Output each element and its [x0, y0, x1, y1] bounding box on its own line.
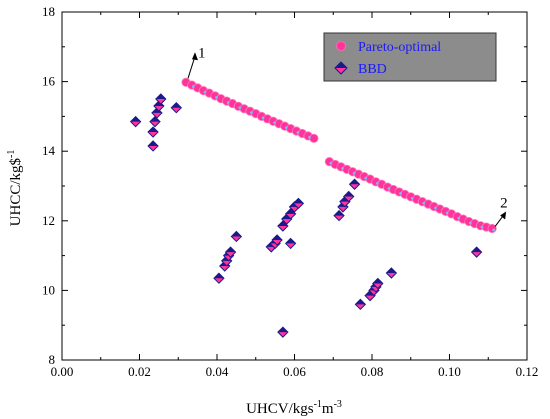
pareto-point-highlight — [480, 225, 484, 229]
bbd-point — [470, 246, 483, 258]
pareto-point-highlight — [375, 181, 379, 185]
pareto-point — [487, 223, 497, 234]
bbd-point — [277, 326, 289, 338]
pareto-point-highlight — [308, 135, 311, 139]
pareto-point-highlight — [261, 116, 265, 120]
y-tick-label: 14 — [42, 143, 56, 158]
x-tick-label: 0.10 — [438, 364, 461, 379]
legend-box — [323, 32, 497, 82]
pareto-point-highlight — [341, 166, 344, 170]
pareto-point — [309, 133, 319, 143]
pareto-point-highlight — [457, 216, 461, 220]
pareto-point-highlight — [399, 192, 403, 195]
bbd-point — [170, 101, 183, 114]
y-tick-label: 18 — [42, 4, 55, 19]
legend-marker-pareto — [336, 41, 346, 51]
pareto-point-highlight — [296, 131, 300, 134]
bbd-point — [277, 220, 289, 232]
pareto-point-highlight — [203, 90, 207, 94]
x-axis-title: UHCV/kgs-1m-3 — [246, 399, 342, 417]
bbd-point — [292, 197, 305, 210]
bbd-point — [153, 100, 165, 112]
bbd-point — [147, 126, 159, 138]
x-tick-label: 0.12 — [516, 364, 539, 379]
pareto-point-highlight — [434, 206, 437, 210]
pareto-point-highlight — [238, 106, 242, 110]
pareto-point-highlight — [422, 201, 426, 205]
x-tick-label: 0.00 — [51, 364, 74, 379]
annotation-arrow-1 — [187, 52, 198, 79]
bbd-point — [343, 190, 355, 203]
pareto-point-highlight — [410, 196, 414, 200]
legend-label-bbd: BBD — [358, 62, 387, 77]
bbd-point — [354, 298, 367, 311]
annotation-label-1: 1 — [198, 45, 206, 61]
x-tick-label: 0.04 — [206, 364, 229, 379]
pareto-point-highlight — [468, 221, 472, 225]
pareto-point-highlight — [284, 126, 288, 130]
pareto-point-highlight — [364, 176, 368, 180]
y-tick-label: 12 — [42, 213, 55, 228]
pareto-point-highlight — [273, 121, 277, 125]
pareto-point-highlight — [226, 101, 230, 104]
bbd-point — [348, 178, 361, 190]
bbd-point — [149, 115, 161, 128]
bbd-point — [230, 230, 243, 243]
annotation-label-2: 2 — [500, 195, 508, 211]
pareto-point-highlight — [250, 111, 253, 115]
bbd-point — [271, 234, 283, 246]
pareto-point-highlight — [215, 95, 218, 99]
x-tick-label: 0.06 — [283, 364, 306, 379]
bbd-point — [147, 140, 159, 152]
bbd-point — [372, 277, 384, 290]
legend: Pareto-optimal BBD — [323, 32, 497, 82]
bbd-point — [155, 93, 167, 105]
annotation-arrow-2 — [494, 211, 507, 227]
x-tick-label: 0.02 — [128, 364, 151, 379]
bbd-point — [284, 208, 297, 220]
bbd-point — [213, 272, 225, 284]
y-axis-title: UHCC/kg$-1 — [6, 150, 24, 227]
pareto-point-highlight — [191, 85, 195, 88]
pareto-point-highlight — [352, 171, 356, 175]
y-tick-label: 10 — [42, 282, 55, 297]
pareto-point-highlight — [387, 187, 391, 190]
pareto-point-highlight — [492, 228, 496, 232]
pareto-point-highlight — [329, 161, 333, 165]
bbd-point — [333, 209, 345, 222]
pareto-point-highlight — [445, 211, 449, 215]
x-tick-label: 0.08 — [361, 364, 384, 379]
bbd-point — [284, 237, 297, 250]
bbd-point — [129, 115, 142, 128]
y-tick-label: 16 — [42, 74, 56, 89]
bbd-point — [385, 267, 398, 279]
legend-label-pareto: Pareto-optimal — [358, 40, 441, 55]
bbd-point — [224, 246, 237, 258]
y-tick-label: 8 — [49, 352, 56, 367]
